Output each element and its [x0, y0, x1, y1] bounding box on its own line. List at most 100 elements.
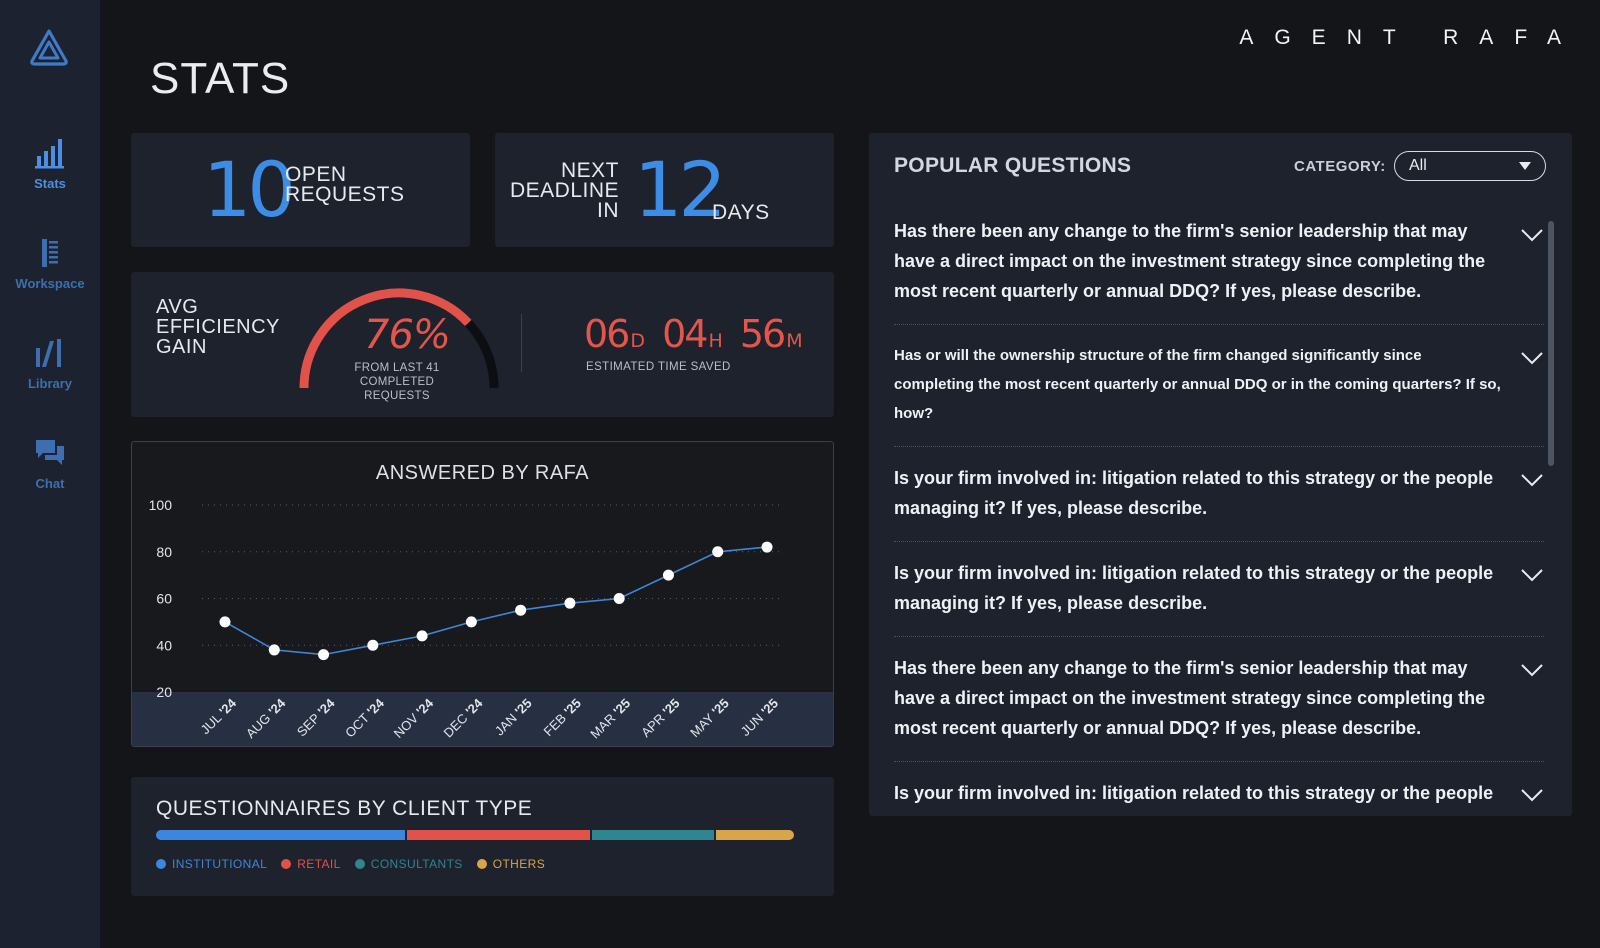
client-type-segment-others[interactable] [714, 830, 794, 840]
x-tick-label: JUL '24 [198, 695, 240, 737]
client-type-bar [156, 830, 794, 840]
data-point[interactable] [318, 649, 330, 661]
data-point[interactable] [268, 644, 280, 656]
legend-item-consultants: CONSULTANTS [354, 857, 463, 871]
question-item[interactable]: Has there been any change to the firm's … [894, 216, 1544, 325]
time-saved-label: ESTIMATED TIME SAVED [586, 361, 731, 373]
data-point[interactable] [613, 593, 625, 604]
x-tick-label: MAR '25 [587, 696, 633, 742]
next-deadline-label-line3: IN [597, 199, 619, 222]
sidebar-item-chat[interactable]: Chat [0, 436, 100, 506]
question-item[interactable]: Is your firm involved in: litigation rel… [894, 762, 1544, 803]
x-tick-label: AUG '24 [243, 695, 289, 741]
y-tick-label: 20 [156, 684, 172, 700]
client-type-segment-institutional[interactable] [156, 830, 405, 840]
data-point[interactable] [564, 597, 576, 609]
x-tick-label: NOV '24 [391, 695, 437, 741]
efficiency-gauge [299, 288, 499, 389]
chat-icon [36, 440, 64, 465]
sidebar-item-library[interactable]: Library [0, 336, 100, 406]
page-title: STATS [150, 54, 291, 103]
client-type-legend: INSTITUTIONAL RETAIL CONSULTANTS OTHERS [156, 857, 545, 871]
x-tick-label: MAY '25 [687, 696, 732, 741]
open-requests-value: 10 [203, 145, 296, 234]
legend-item-others: OTHERS [476, 857, 546, 871]
question-text: Has there been any change to the firm's … [894, 658, 1486, 738]
data-point[interactable] [465, 616, 477, 628]
divider [521, 314, 522, 372]
next-deadline-label-line2: DEADLINE [509, 179, 619, 202]
sidebar-item-workspace[interactable]: Workspace [0, 236, 100, 306]
question-text: Is your firm involved in: litigation rel… [894, 563, 1494, 613]
efficiency-label-line3: GAIN [156, 336, 207, 358]
x-axis-band [132, 692, 833, 746]
bar-chart-icon [35, 139, 64, 169]
data-point[interactable] [416, 630, 428, 642]
chevron-down-icon[interactable] [1520, 351, 1544, 365]
client-type-title: QUESTIONNAIRES BY CLIENT TYPE [156, 797, 533, 820]
data-point[interactable] [662, 569, 674, 581]
gauge-fill [299, 288, 472, 389]
question-text: Is your firm involved in: litigation rel… [894, 468, 1494, 518]
scrollbar[interactable] [1548, 221, 1554, 466]
x-tick-label: SEP '24 [294, 695, 338, 739]
efficiency-subtitle: FROM LAST 41 COMPLETED REQUESTS [327, 361, 467, 403]
chevron-down-icon[interactable] [1520, 568, 1544, 582]
popular-questions-list[interactable]: Has there been any change to the firm's … [894, 216, 1544, 803]
time-saved-value: 06 D 04 H 56 M [584, 312, 815, 356]
time-saved-minutes-unit: M [786, 330, 803, 352]
time-saved-days: 06 [584, 312, 630, 356]
brand-title: AGENT RAFA [1239, 26, 1582, 49]
question-item[interactable]: Has or will the ownership structure of t… [894, 325, 1544, 447]
question-text: Is your firm involved in: litigation rel… [894, 783, 1494, 803]
agent-rafa-logo[interactable] [28, 28, 70, 68]
client-type-card: QUESTIONNAIRES BY CLIENT TYPE INSTITUTIO… [131, 777, 834, 896]
efficiency-label: AVG EFFICIENCY GAIN [156, 297, 280, 357]
library-icon [36, 339, 61, 367]
time-saved-minutes: 56 [739, 312, 786, 356]
sidebar-item-label: Library [27, 376, 73, 391]
data-point[interactable] [367, 639, 379, 651]
time-saved-hours: 04 [662, 312, 708, 356]
x-tick-label: JAN '25 [492, 696, 535, 739]
question-item[interactable]: Is your firm involved in: litigation rel… [894, 542, 1544, 637]
popular-questions-panel: POPULAR QUESTIONS CATEGORY: All Has ther… [869, 133, 1572, 816]
sidebar-item-label: Stats [34, 176, 66, 191]
legend-label: OTHERS [492, 857, 546, 871]
chevron-down-icon[interactable] [1520, 473, 1544, 487]
data-point[interactable] [515, 604, 527, 616]
data-point[interactable] [761, 541, 773, 553]
next-deadline-value: 12 [634, 145, 727, 234]
legend-dot [354, 859, 365, 869]
data-point[interactable] [219, 616, 231, 628]
efficiency-percent: 76% [364, 312, 451, 358]
efficiency-subtitle-line1: FROM LAST 41 [354, 362, 440, 374]
sidebar-item-label: Workspace [15, 276, 85, 291]
next-deadline-label-line1: NEXT [560, 159, 619, 182]
efficiency-label-line2: EFFICIENCY [156, 316, 280, 338]
series-line [224, 546, 768, 656]
data-point[interactable] [712, 546, 724, 558]
chevron-down-icon[interactable] [1520, 663, 1544, 677]
category-select[interactable]: All [1394, 151, 1546, 181]
question-item[interactable]: Is your firm involved in: litigation rel… [894, 447, 1544, 542]
next-deadline-card[interactable]: NEXT DEADLINE IN 12 DAYS [495, 133, 834, 247]
category-label: CATEGORY: [1294, 158, 1386, 175]
time-saved-hours-unit: H [708, 330, 723, 352]
open-requests-card[interactable]: 10 OPEN REQUESTS [131, 133, 470, 247]
category-select-value: All [1409, 157, 1427, 174]
legend-label: INSTITUTIONAL [172, 857, 268, 871]
workspace-icon [42, 239, 58, 267]
client-type-segment-consultants[interactable] [589, 830, 715, 840]
chevron-down-icon[interactable] [1520, 788, 1544, 802]
sidebar: Stats Workspace Library Chat [0, 0, 100, 948]
question-item[interactable]: Has there been any change to the firm's … [894, 637, 1544, 762]
client-type-segment-retail[interactable] [404, 830, 590, 840]
chevron-down-icon[interactable] [1520, 228, 1544, 242]
legend-dot [156, 859, 166, 869]
x-tick-label: JUN '25 [738, 696, 781, 739]
open-requests-label: OPEN REQUESTS [285, 164, 405, 205]
efficiency-card: AVG EFFICIENCY GAIN 76% FROM LAST 41 COM… [131, 272, 834, 417]
sidebar-item-stats[interactable]: Stats [0, 136, 100, 206]
legend-dot [281, 859, 292, 869]
